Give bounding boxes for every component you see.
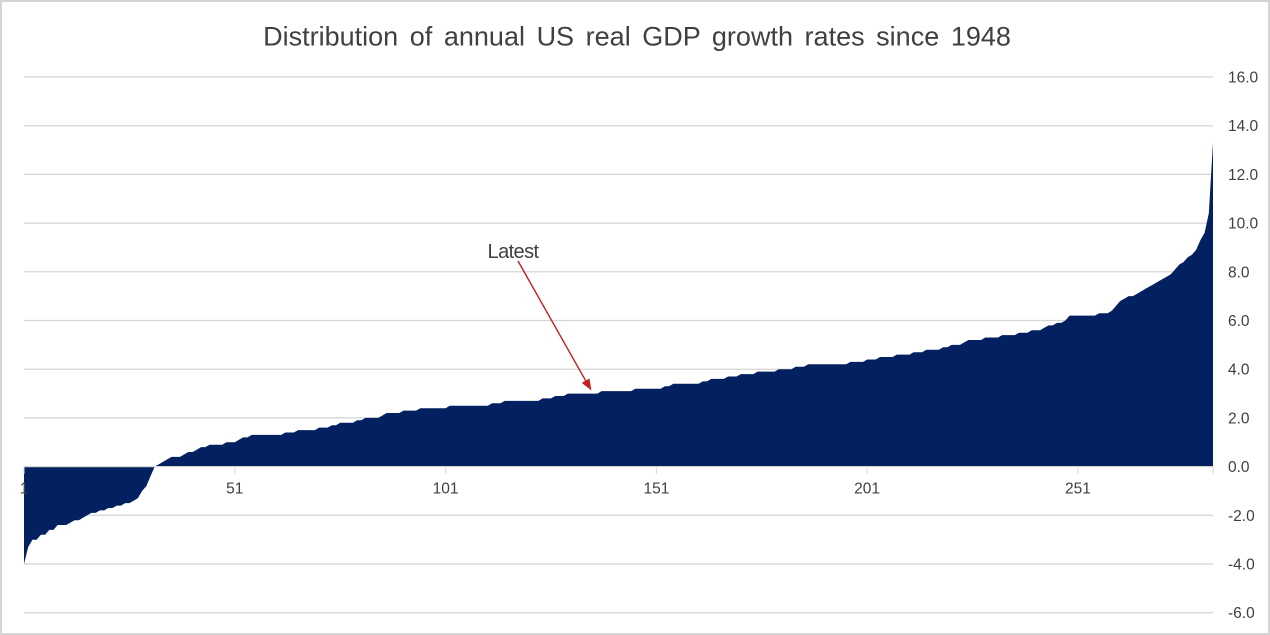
svg-text:Distribution of annual US real: Distribution of annual US real GDP growt… [263, 22, 1011, 52]
svg-text:0.0: 0.0 [1228, 459, 1250, 476]
svg-text:-2.0: -2.0 [1228, 508, 1255, 525]
svg-text:-6.0: -6.0 [1228, 605, 1255, 622]
svg-text:251: 251 [1065, 481, 1091, 498]
svg-text:151: 151 [643, 481, 669, 498]
svg-text:16.0: 16.0 [1228, 70, 1259, 87]
svg-text:201: 201 [854, 481, 880, 498]
svg-text:1: 1 [20, 481, 29, 498]
svg-text:Latest: Latest [488, 241, 540, 263]
svg-text:4.0: 4.0 [1228, 362, 1250, 379]
svg-text:6.0: 6.0 [1228, 313, 1250, 330]
svg-text:14.0: 14.0 [1228, 118, 1259, 135]
svg-text:51: 51 [226, 481, 243, 498]
svg-text:12.0: 12.0 [1228, 167, 1259, 184]
svg-text:2.0: 2.0 [1228, 410, 1250, 427]
svg-text:10.0: 10.0 [1228, 216, 1259, 233]
svg-text:-4.0: -4.0 [1228, 557, 1255, 574]
svg-text:101: 101 [433, 481, 459, 498]
svg-text:8.0: 8.0 [1228, 264, 1250, 281]
